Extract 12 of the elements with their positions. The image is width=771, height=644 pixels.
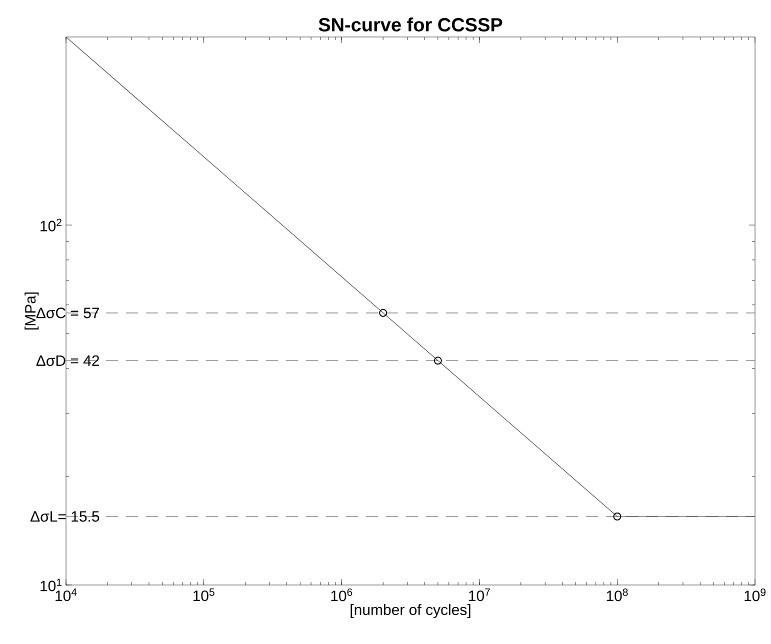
x-tick-label: 10$^{8}$ [606, 588, 628, 602]
x-tick-label: 10$^{6}$ [331, 588, 352, 602]
x-tick-label: 10$^{5}$ [193, 588, 214, 602]
y-tick-label: 10$^{1}$ [40, 578, 62, 592]
y-tick-label: 10$^{2}$ [40, 218, 62, 232]
ref-line-label: ΔσD = 42 [36, 355, 100, 366]
ref-line-label: ΔσL= 15.5 [30, 511, 100, 522]
x-tick-label: 10$^{4}$ [56, 588, 77, 602]
x-tick-label: 10$^{7}$ [469, 588, 490, 602]
x-tick-label: 10$^{9}$ [744, 588, 766, 602]
x-axis-title: [number of cycles] [350, 604, 470, 618]
chart-title: SN-curve for CCSSP [318, 18, 502, 32]
